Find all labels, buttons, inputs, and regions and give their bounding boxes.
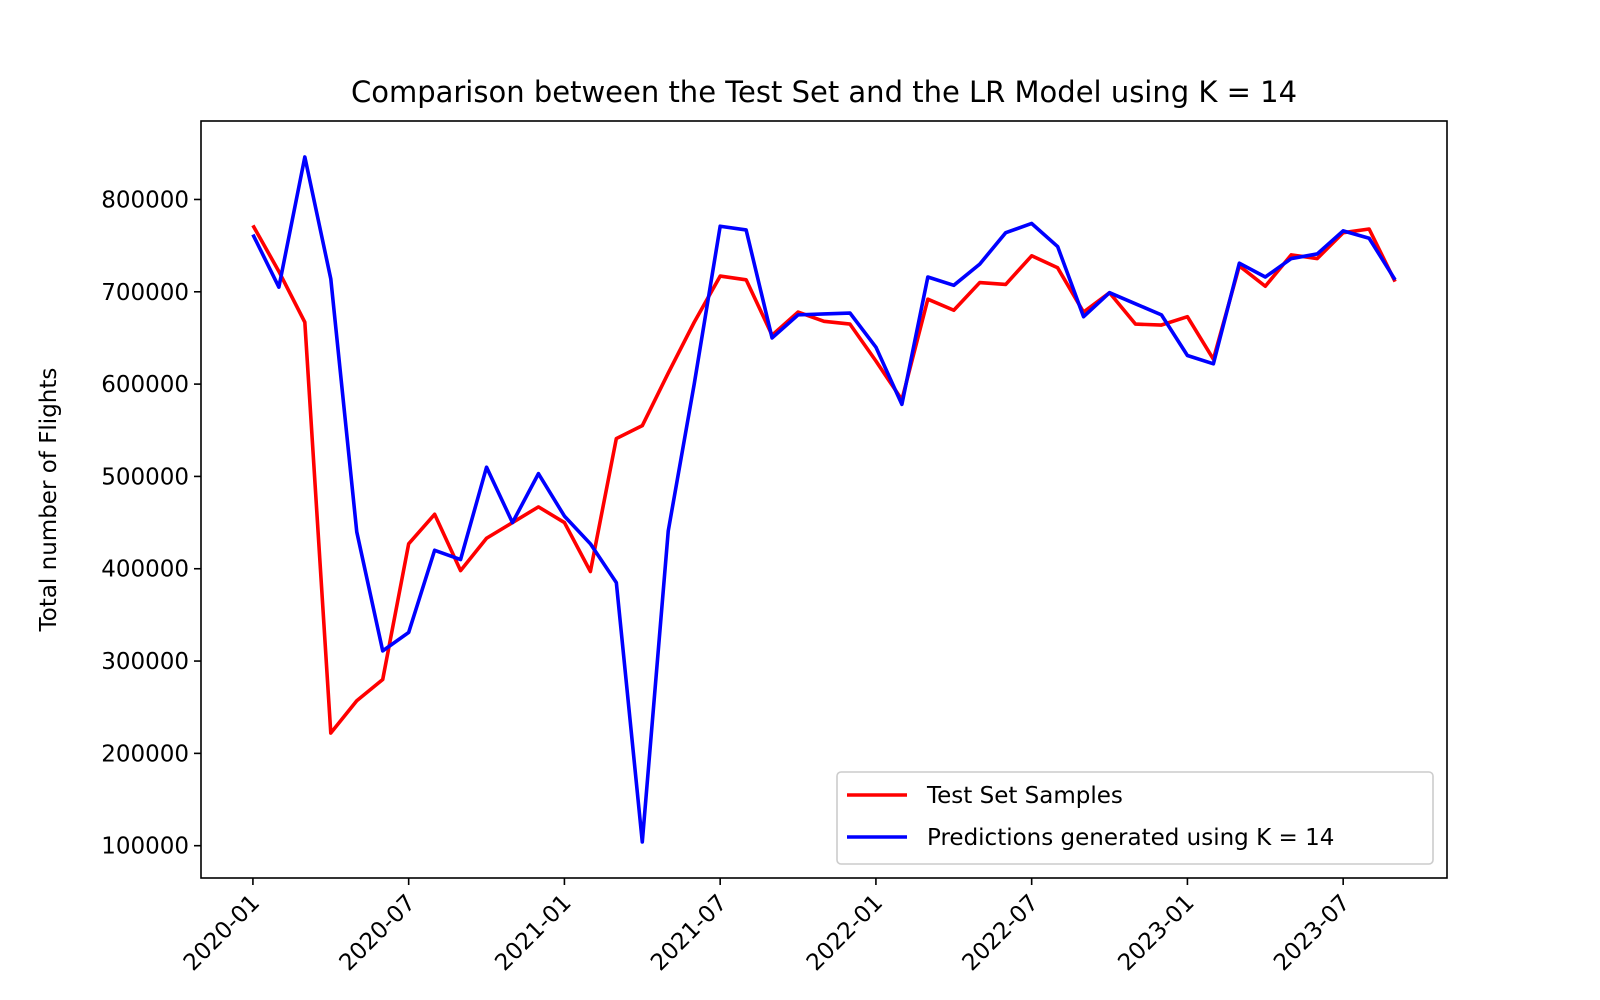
legend-label-1: Test Set Samples: [926, 783, 1123, 809]
x-tick-label: 2023-07: [1269, 890, 1355, 976]
x-tick-label: 2020-01: [179, 890, 265, 976]
x-tick-label: 2023-01: [1113, 890, 1199, 976]
y-tick-label: 100000: [101, 834, 189, 860]
legend-box: [836, 771, 1434, 865]
series-line-1: [251, 224, 1397, 735]
y-tick-label: 600000: [101, 372, 189, 398]
x-tick-label: 2020-07: [335, 890, 421, 976]
y-tick-label: 400000: [101, 557, 189, 583]
x-tick-label: 2022-07: [958, 890, 1044, 976]
legend: Test Set Samples Predictions generated us…: [836, 771, 1434, 865]
x-axis-ticks: 2020-01 2020-07 2021-01 2021-07 2022-01 2022-…: [179, 878, 1355, 976]
y-tick-label: 300000: [101, 649, 189, 675]
y-tick-label: 500000: [101, 464, 189, 490]
y-tick-label: 800000: [101, 187, 189, 213]
chart-title: Comparison between the Test Set and the …: [351, 75, 1297, 109]
x-tick-label: 2022-01: [802, 890, 888, 976]
series-line-2: [251, 155, 1397, 844]
x-tick-label: 2021-01: [490, 890, 576, 976]
x-tick-label: 2021-07: [646, 890, 732, 976]
y-axis-label: Total number of Flights: [36, 368, 62, 633]
legend-label-2: Predictions generated using K = 14: [927, 825, 1334, 851]
y-tick-label: 700000: [101, 280, 189, 306]
y-axis-ticks: 100000 200000 300000 400000 500000 600000 7000…: [101, 187, 201, 860]
plot-frame: [200, 120, 1448, 879]
y-tick-label: 200000: [101, 741, 189, 767]
plot-lines: [251, 155, 1397, 844]
